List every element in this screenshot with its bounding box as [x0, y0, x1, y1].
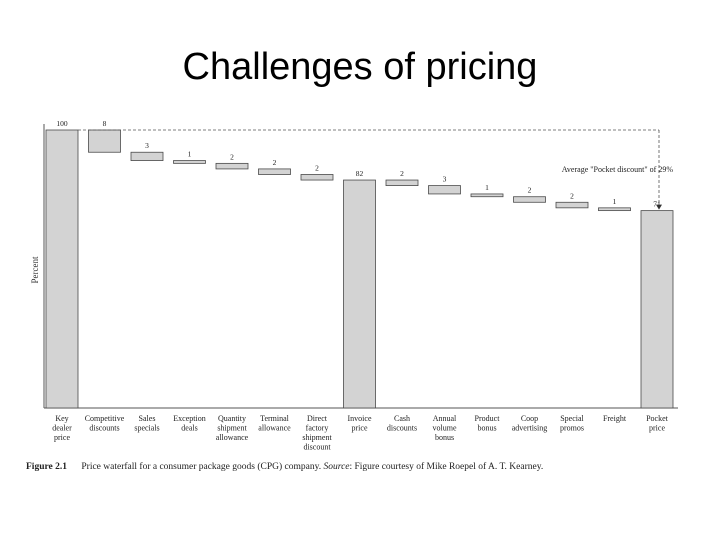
- value-label-12: 2: [570, 191, 574, 200]
- value-label-7: 82: [356, 169, 364, 178]
- category-label-9: Annual volume bonus: [433, 414, 458, 442]
- bar-1: [88, 129, 121, 153]
- caption-source-label: Source: [323, 462, 350, 472]
- y-axis-label: Percent: [30, 256, 40, 283]
- bar-12: [555, 201, 589, 209]
- value-label-14: 71: [653, 200, 661, 209]
- labels-group: Percent 100 Key dealer price 8 Competitive disc…: [30, 119, 673, 452]
- value-label-10: 1: [485, 183, 489, 192]
- category-label-14: Pocket price: [646, 414, 669, 433]
- bar-2: [130, 151, 164, 161]
- figure-caption: Figure 2.1 Price waterfall for a consume…: [26, 462, 706, 472]
- reference-arrowhead: [656, 204, 662, 210]
- value-label-4: 2: [230, 152, 234, 161]
- slide-title: Challenges of pricing: [182, 46, 538, 88]
- pocket-discount-annotation: Average "Pocket discount" of 29%: [562, 165, 674, 174]
- bar-14: [640, 210, 674, 409]
- value-label-13: 1: [613, 197, 617, 206]
- value-label-2: 3: [145, 141, 149, 150]
- value-label-0: 100: [56, 119, 68, 128]
- bar-5: [258, 168, 291, 175]
- value-label-11: 2: [528, 186, 532, 195]
- value-label-6: 2: [315, 163, 319, 172]
- category-label-10: Product bonus: [475, 414, 501, 433]
- bar-13: [598, 207, 631, 212]
- category-label-6: Direct factory shipment discount: [302, 414, 332, 452]
- category-label-12: Special promos: [560, 414, 585, 433]
- bar-6: [300, 174, 334, 181]
- category-label-8: Cash discounts: [387, 414, 417, 433]
- bar-11: [513, 196, 546, 203]
- category-label-13: Freight: [603, 414, 627, 423]
- value-label-5: 2: [273, 158, 277, 167]
- value-label-3: 1: [188, 150, 192, 159]
- value-label-9: 3: [443, 175, 447, 184]
- category-label-4: Quantity shipment allowance: [216, 414, 249, 442]
- bars-group: [43, 124, 678, 409]
- category-label-11: Coop advertising: [512, 414, 548, 433]
- bar-9: [428, 185, 461, 195]
- bar-8: [385, 179, 419, 186]
- bar-0: [45, 129, 79, 409]
- caption-source-text: : Figure courtesy of Mike Roepel of A. T…: [349, 462, 544, 472]
- category-label-1: Competitive discounts: [85, 414, 125, 433]
- value-label-8: 2: [400, 169, 404, 178]
- category-label-5: Terminal allowance: [258, 414, 291, 433]
- bar-10: [470, 193, 504, 198]
- category-label-0: Key dealer price: [52, 414, 72, 442]
- category-label-7: Invoice price: [348, 414, 372, 433]
- value-label-1: 8: [103, 119, 107, 128]
- bar-4: [215, 162, 249, 170]
- bar-7: [343, 179, 376, 409]
- figure-number: Figure 2.1: [26, 462, 67, 472]
- category-label-2: Sales specials: [134, 414, 159, 433]
- bar-3: [173, 160, 206, 164]
- caption-text: Price waterfall for a consumer package g…: [81, 462, 322, 472]
- category-label-3: Exception deals: [173, 414, 205, 433]
